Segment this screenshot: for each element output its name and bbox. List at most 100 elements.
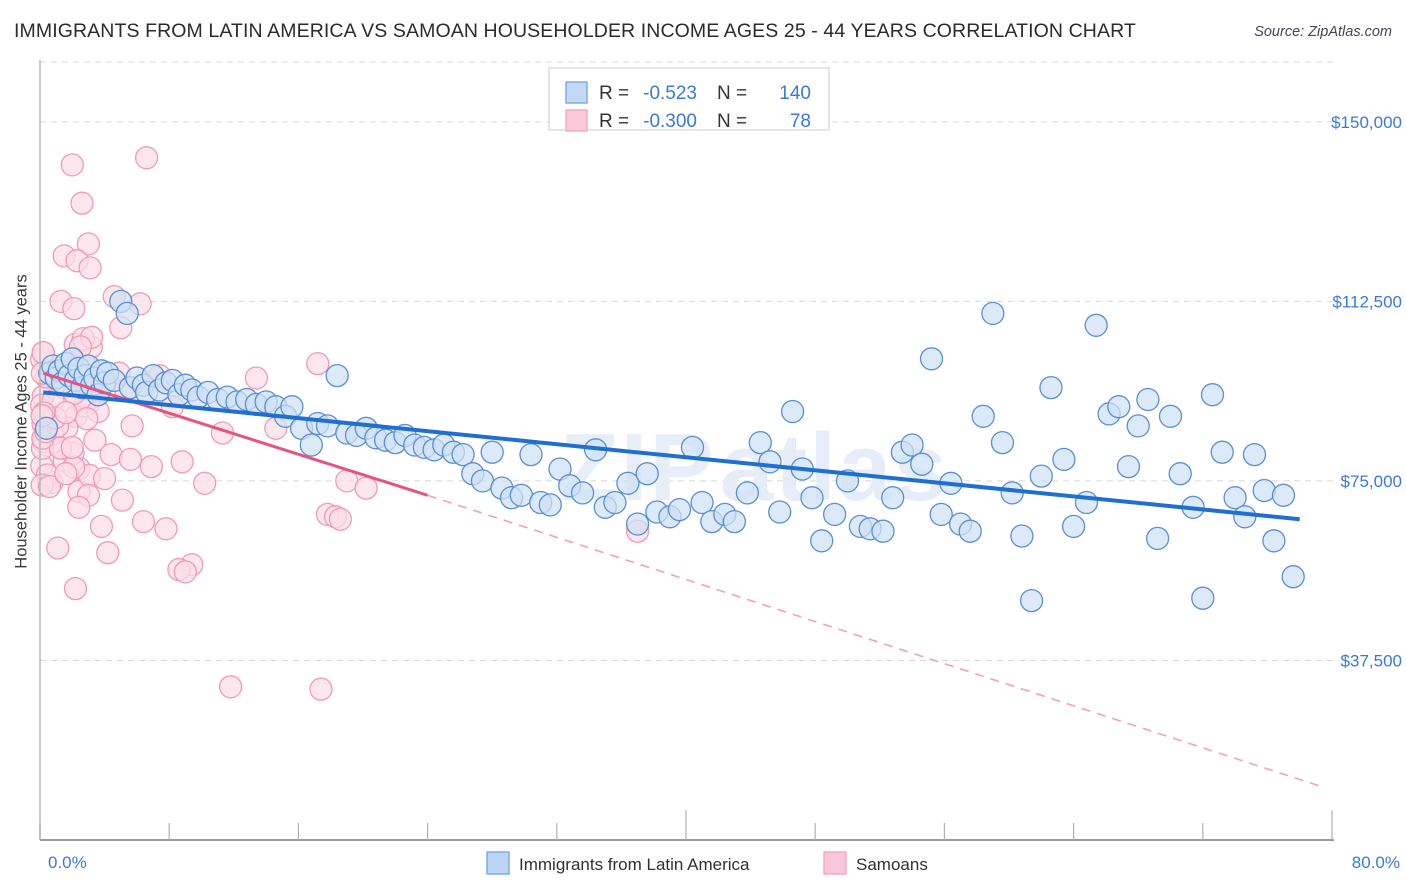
data-point-immigrants: [1281, 565, 1305, 589]
data-point-immigrants: [1019, 588, 1044, 613]
stats-legend-swatch-samoans: [565, 109, 588, 132]
data-point-immigrants: [616, 471, 640, 495]
data-point-immigrants: [1107, 395, 1131, 419]
data-point-immigrants: [822, 502, 847, 527]
data-point-samoan: [60, 153, 84, 177]
data-point-samoan: [244, 366, 269, 390]
data-point-immigrants: [971, 404, 995, 428]
data-point-immigrants: [667, 497, 692, 522]
data-point-immigrants: [1262, 529, 1286, 553]
data-point-immigrants: [1200, 383, 1225, 407]
x-axis-min-label: 0.0%: [48, 853, 87, 872]
data-point-samoan: [306, 351, 330, 376]
data-point-immigrants: [990, 430, 1015, 455]
data-point-immigrants: [34, 416, 59, 440]
data-point-immigrants: [1271, 483, 1296, 507]
data-point-samoan: [78, 256, 102, 280]
data-point-immigrants: [1074, 490, 1099, 515]
data-point-immigrants: [748, 430, 772, 455]
data-point-samoan: [118, 447, 143, 472]
data-point-samoan: [67, 495, 91, 519]
data-point-immigrants: [1010, 524, 1034, 548]
x-axis-max-label: 80.0%: [1352, 853, 1400, 872]
stats-legend-n-label: N =: [717, 111, 747, 132]
data-point-immigrants: [768, 500, 792, 524]
data-point-immigrants: [722, 509, 747, 534]
data-point-immigrants: [538, 493, 562, 517]
data-point-samoan: [110, 488, 135, 512]
bottom-legend-label-samoans[interactable]: Samoans: [856, 855, 928, 874]
data-point-immigrants: [1061, 514, 1086, 539]
data-point-samoan: [328, 507, 353, 531]
data-point-immigrants: [1191, 586, 1215, 610]
data-point-samoan: [120, 414, 144, 438]
data-point-immigrants: [881, 486, 905, 510]
data-point-immigrants: [1136, 387, 1160, 412]
data-point-samoan: [131, 509, 156, 534]
data-point-immigrants: [1145, 526, 1170, 551]
y-axis-tick-label: $37,500: [1341, 651, 1402, 670]
y-axis-tick-label: $75,000: [1341, 472, 1402, 491]
data-point-immigrants: [480, 440, 504, 464]
data-point-immigrants: [1210, 440, 1234, 464]
bottom-legend-swatch-samoans[interactable]: [823, 851, 847, 875]
stats-legend-swatch-immigrants: [565, 81, 588, 104]
data-point-samoan: [96, 541, 120, 565]
data-point-samoan: [75, 407, 99, 431]
stats-legend-box: [548, 67, 830, 131]
data-point-immigrants: [1233, 505, 1257, 529]
data-point-immigrants: [325, 363, 349, 388]
data-point-immigrants: [929, 502, 953, 527]
data-point-samoan: [139, 454, 164, 479]
stats-legend-r-label: R =: [599, 111, 629, 132]
data-point-immigrants: [570, 481, 595, 505]
trendline-immigrants: [43, 390, 1300, 522]
stats-legend-r-label: R =: [599, 83, 629, 104]
data-point-immigrants: [625, 512, 650, 536]
data-point-samoan: [193, 471, 217, 495]
data-point-samoan: [173, 560, 197, 584]
data-point-immigrants: [910, 452, 934, 476]
bottom-legend-swatch-immigrants[interactable]: [486, 851, 510, 875]
data-point-immigrants: [1242, 442, 1267, 467]
stats-legend-r-value: -0.300: [643, 111, 697, 132]
data-point-immigrants: [810, 529, 834, 553]
data-point-samoan: [83, 428, 107, 452]
data-point-immigrants: [1029, 464, 1053, 488]
data-point-immigrants: [1052, 447, 1076, 472]
y-axis-tick-label: $150,000: [1331, 113, 1402, 132]
data-point-samoan: [37, 474, 62, 499]
data-point-samoan: [309, 677, 333, 701]
data-point-immigrants: [280, 395, 304, 419]
bottom-legend-label-immigrants[interactable]: Immigrants from Latin America: [519, 855, 750, 874]
page-title: IMMIGRANTS FROM LATIN AMERICA VS SAMOAN …: [14, 20, 1136, 42]
y-axis-tick-label: $112,500: [1332, 292, 1402, 311]
data-point-samoan: [46, 536, 70, 560]
data-point-samoan: [354, 476, 378, 500]
stats-legend-n-value: 78: [790, 111, 811, 132]
data-point-immigrants: [635, 462, 659, 486]
data-point-immigrants: [780, 399, 805, 424]
data-point-immigrants: [958, 519, 982, 543]
data-point-immigrants: [1168, 462, 1192, 486]
data-point-samoan: [62, 296, 86, 321]
data-point-immigrants: [1223, 486, 1247, 510]
data-point-samoan: [63, 576, 88, 601]
data-point-samoan: [76, 232, 101, 256]
data-point-immigrants: [871, 519, 895, 543]
data-point-samoan: [154, 517, 178, 541]
data-point-immigrants: [115, 301, 139, 326]
data-point-immigrants: [758, 450, 782, 474]
data-point-samoan: [60, 435, 84, 460]
data-point-immigrants: [919, 347, 944, 371]
data-point-immigrants: [690, 490, 714, 515]
data-point-immigrants: [900, 433, 924, 457]
data-point-immigrants: [1039, 375, 1063, 400]
data-point-immigrants: [1084, 313, 1108, 337]
data-point-immigrants: [1126, 414, 1150, 438]
data-point-samoan: [54, 400, 78, 425]
trendline-samoans: [42, 371, 429, 497]
data-point-immigrants: [680, 435, 705, 460]
data-point-samoan: [70, 191, 94, 215]
